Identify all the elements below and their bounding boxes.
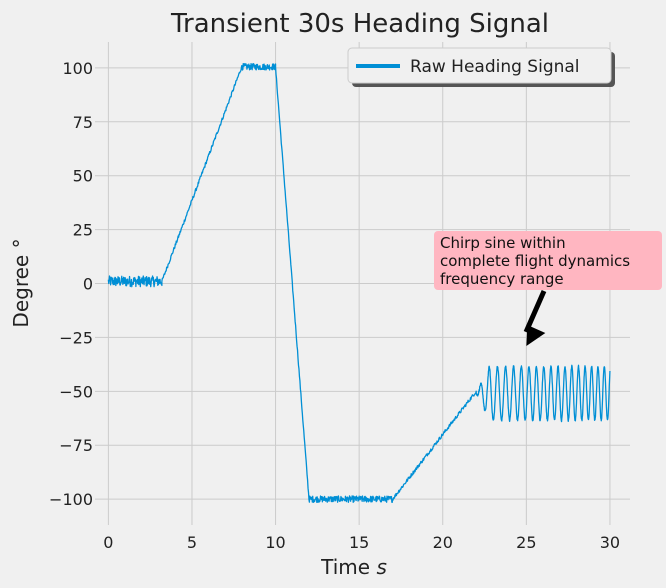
x-tick-label: 5 [187,533,197,552]
legend-label: Raw Heading Signal [410,57,580,77]
chart-title: Transient 30s Heading Signal [170,9,549,39]
annotation-line-2: complete flight dynamics [440,252,630,270]
annotation: Chirp sine within complete flight dynami… [434,231,662,347]
annotation-arrow-shaft [523,289,547,334]
legend: Raw Heading Signal [347,47,615,87]
x-tick-label: 20 [433,533,453,552]
y-tick-label: −75 [59,436,93,455]
y-tick-label: −100 [49,490,93,509]
x-tick-label: 25 [516,533,536,552]
x-axis-ticks: 0 5 10 15 20 25 30 [103,533,620,552]
y-axis-label: Degree ° [9,238,33,327]
y-tick-label: 50 [73,167,93,186]
x-tick-label: 30 [600,533,620,552]
y-tick-label: 0 [83,275,93,294]
series-line-raw-heading-signal [107,62,611,503]
annotation-text: Chirp sine within complete flight dynami… [440,234,635,288]
x-axis-label: Time s [320,555,387,579]
x-tick-label: 10 [265,533,285,552]
y-tick-label: 25 [73,221,93,240]
annotation-arrowhead [526,325,546,347]
y-tick-label: −25 [59,328,93,347]
x-tick-label: 15 [349,533,369,552]
annotation-line-3: frequency range [440,270,564,288]
y-tick-label: 100 [62,59,93,78]
grid [95,42,630,525]
annotation-box [434,231,662,290]
legend-box [347,47,612,84]
y-tick-label: −50 [59,382,93,401]
y-axis-ticks: −100 −75 −50 −25 0 25 50 75 100 [49,59,93,509]
y-tick-label: 75 [73,113,93,132]
annotation-line-1: Chirp sine within [440,234,566,252]
x-tick-label: 0 [103,533,113,552]
